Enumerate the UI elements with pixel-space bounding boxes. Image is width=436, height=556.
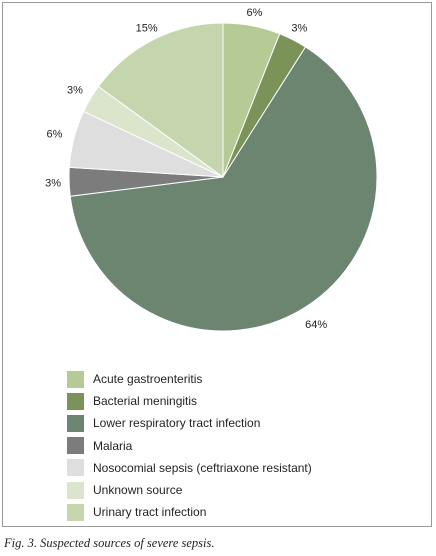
legend-item: Urinary tract infection xyxy=(67,501,312,523)
legend-swatch xyxy=(67,414,84,432)
slice-label: 15% xyxy=(136,22,158,34)
legend-item: Acute gastroenteritis xyxy=(67,368,312,390)
legend-swatch xyxy=(67,392,84,410)
legend-label: Malaria xyxy=(93,438,133,453)
legend-label: Nosocomial sepsis (ceftriaxone resistant… xyxy=(93,460,312,475)
legend-label: Bacterial meningitis xyxy=(93,394,198,409)
legend-label: Lower respiratory tract infection xyxy=(93,416,261,431)
pie-slice xyxy=(69,46,378,332)
figure-caption: Fig. 3. Suspected sources of severe seps… xyxy=(4,536,215,550)
legend-swatch xyxy=(67,370,84,388)
legend-item: Nosocomial sepsis (ceftriaxone resistant… xyxy=(67,457,312,479)
legend-swatch xyxy=(67,437,84,455)
legend: Acute gastroenteritis Bacterial meningiti… xyxy=(67,368,312,523)
slice-label: 3% xyxy=(291,22,307,34)
slice-label: 6% xyxy=(247,7,263,19)
pie-slice xyxy=(97,22,224,178)
legend-label: Urinary tract infection xyxy=(93,505,207,520)
slice-label: 3% xyxy=(67,84,83,96)
slice-label: 6% xyxy=(47,129,63,141)
legend-swatch xyxy=(67,459,84,477)
legend-label: Acute gastroenteritis xyxy=(93,372,203,387)
legend-item: Bacterial meningitis xyxy=(67,390,312,412)
legend-item: Malaria xyxy=(67,435,312,457)
slice-label: 64% xyxy=(305,319,327,331)
legend-item: Lower respiratory tract infection xyxy=(67,412,312,434)
legend-item: Unknown source xyxy=(67,479,312,501)
slice-label: 3% xyxy=(45,177,61,189)
legend-swatch xyxy=(67,481,84,499)
legend-swatch xyxy=(67,503,84,521)
legend-label: Unknown source xyxy=(93,483,183,498)
